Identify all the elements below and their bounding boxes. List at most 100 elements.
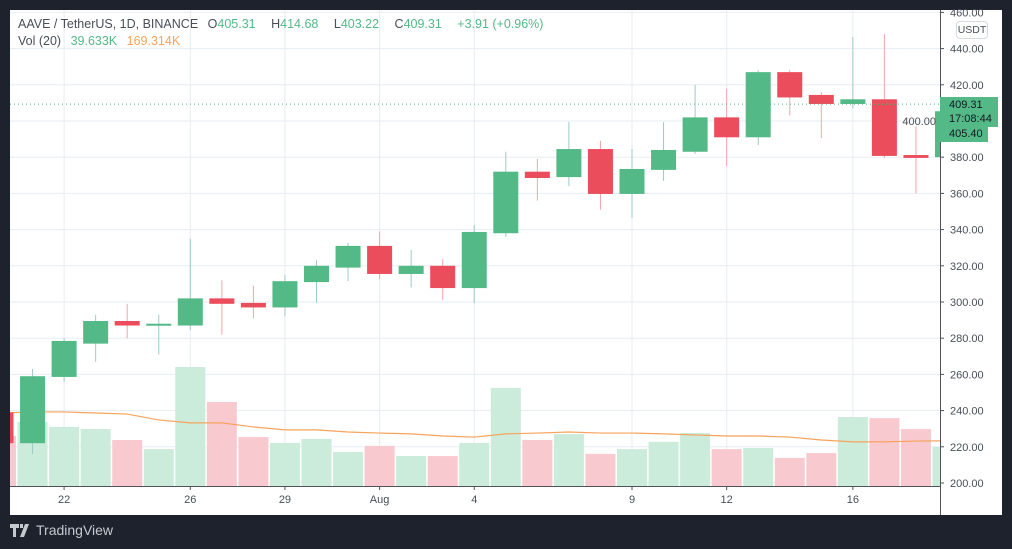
volume-label: Vol (20) <box>18 34 62 48</box>
candle-body <box>682 117 708 152</box>
candle-body <box>840 99 866 104</box>
volume-bar <box>680 433 711 486</box>
volume-bar <box>869 418 900 486</box>
tradingview-logo[interactable]: TradingView <box>10 522 113 538</box>
volume-bar <box>112 440 143 486</box>
symbol-legend[interactable]: AAVE / TetherUS, 1D, BINANCE O405.31 H41… <box>18 17 549 31</box>
candle-body <box>871 99 897 156</box>
price-tick-label: 360.00 <box>950 188 984 200</box>
time-tick-label: 22 <box>58 494 70 506</box>
price-tick-label: 400.00 <box>902 116 936 128</box>
tradingview-logo-icon <box>10 523 29 537</box>
time-tick-label: 4 <box>471 494 477 506</box>
volume-legend[interactable]: Vol (20) 39.633K 169.314K <box>18 34 186 48</box>
volume-bar <box>333 452 364 486</box>
volume-bar <box>617 449 647 486</box>
candle-body <box>209 298 235 304</box>
volume-bars <box>10 367 940 486</box>
candle-body <box>556 149 582 178</box>
volume-bar <box>711 449 742 486</box>
price-tick-label: 420.00 <box>950 80 984 92</box>
candle-body <box>461 231 487 289</box>
axes: 200.00 220.00 240.00 260.00 280.00 300.00 320.… <box>10 7 984 515</box>
volume-bar <box>774 457 805 486</box>
volume-bar <box>238 437 269 486</box>
volume-bar <box>301 438 332 486</box>
price-tick-label: 240.00 <box>950 406 984 418</box>
last-price-label: 409.31 17:08:44 <box>940 97 998 127</box>
volume-bar <box>427 456 458 486</box>
candles <box>10 34 940 455</box>
volume-bar <box>806 453 837 486</box>
bar-countdown: 17:08:44 <box>949 113 992 125</box>
candle-body <box>714 117 740 138</box>
volume-value: 39.633K <box>70 34 118 48</box>
price-tick-label: 380.00 <box>950 152 984 164</box>
volume-bar <box>143 449 174 486</box>
volume-bar <box>10 436 16 486</box>
time-tick-label: 16 <box>847 494 859 506</box>
candle-body <box>240 302 266 308</box>
volume-bar <box>743 448 774 486</box>
candle-body <box>651 149 677 170</box>
volume-bar <box>585 453 616 486</box>
volume-bar <box>648 441 679 486</box>
candle-body <box>587 149 613 194</box>
candle-body <box>51 340 77 377</box>
volume-bar <box>269 442 300 486</box>
price-change: +3.91 (+0.96%) <box>457 17 544 31</box>
candle-body <box>493 171 519 234</box>
currency-button[interactable]: USDT <box>956 21 988 39</box>
volume-bar <box>837 417 868 486</box>
last-price: 409.31 <box>949 99 983 111</box>
candle-body <box>304 265 329 283</box>
volume-bar <box>900 429 931 486</box>
logo-text: TradingView <box>36 522 114 538</box>
price-tick-label: 320.00 <box>950 261 984 273</box>
ohlc-high: H414.68 <box>271 17 319 31</box>
volume-ma-value: 169.314K <box>126 34 181 48</box>
candle-body <box>745 72 771 138</box>
symbol-title: AAVE / TetherUS, 1D, BINANCE <box>18 17 199 31</box>
volume-bar <box>932 446 940 486</box>
volume-bar <box>206 402 237 486</box>
candle-body <box>619 168 645 194</box>
candle-body <box>430 265 456 289</box>
time-tick-label: 9 <box>629 494 635 506</box>
candle-body <box>177 298 203 326</box>
time-tick-label: 12 <box>721 494 733 506</box>
time-tick-label: 29 <box>279 494 291 506</box>
volume-bar <box>396 456 427 486</box>
ohlc-open: O405.31 <box>207 17 256 31</box>
candle-body <box>777 72 803 98</box>
candle-body <box>83 321 109 344</box>
price-tick-label: 200.00 <box>950 478 984 490</box>
grid-lines <box>10 10 940 486</box>
price-tick-label: 220.00 <box>950 442 984 454</box>
price-tick-label: 260.00 <box>950 369 984 381</box>
candle-body <box>20 376 46 444</box>
volume-bar <box>459 442 490 486</box>
price-tick-label: 340.00 <box>950 225 984 237</box>
ohlc-low: L403.22 <box>333 17 380 31</box>
candle-body <box>272 281 298 308</box>
ohlc-close: C409.31 <box>394 17 442 31</box>
volume-bar <box>80 429 111 486</box>
prev-price-label: 405.40 <box>940 127 988 142</box>
volume-bar <box>490 387 521 486</box>
volume-ma-line <box>10 411 940 443</box>
volume-bar <box>175 367 206 486</box>
time-tick-label: Aug <box>370 494 390 506</box>
volume-bar <box>49 426 80 486</box>
candle-body <box>398 265 424 274</box>
volume-ma-line-path <box>10 411 940 443</box>
candle-body <box>335 245 361 268</box>
volume-bar <box>553 434 584 486</box>
price-tick-label: 300.00 <box>950 297 984 309</box>
price-tick-label: 460.00 <box>950 7 984 19</box>
price-tick-label: 440.00 <box>950 44 984 56</box>
candle-body <box>146 323 172 326</box>
candle-body <box>935 111 940 158</box>
candle-body <box>10 412 14 444</box>
